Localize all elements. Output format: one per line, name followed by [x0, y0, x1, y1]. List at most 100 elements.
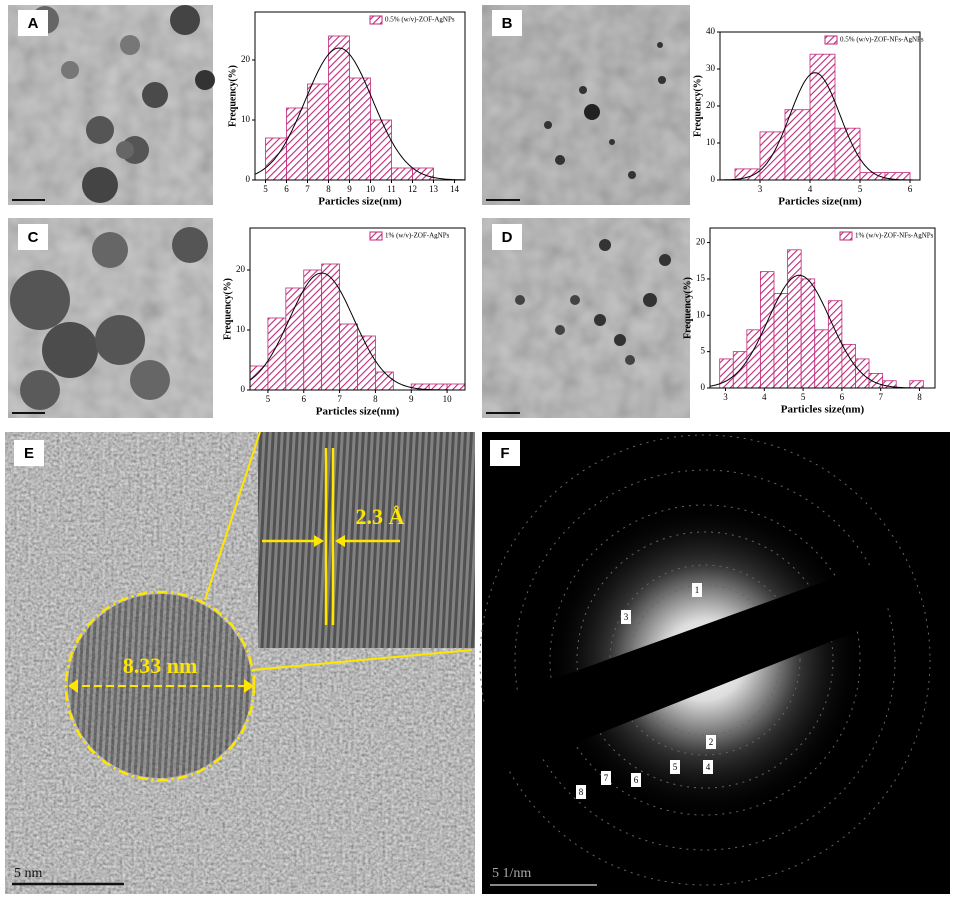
- bar: [809, 53, 836, 181]
- ring-box: [631, 773, 641, 787]
- bar: [719, 358, 734, 389]
- fit-curve: [720, 72, 920, 181]
- x-tick-label: 6: [302, 394, 307, 404]
- bar: [349, 77, 371, 181]
- bar: [787, 249, 802, 389]
- x-tick-label: 7: [878, 392, 883, 402]
- bar: [375, 371, 394, 391]
- panel-label: C: [28, 229, 39, 246]
- ring-label: 7: [604, 773, 609, 783]
- x-tick-label: 4: [762, 392, 767, 402]
- tem-image-a: [8, 5, 215, 205]
- fit-curve: [709, 274, 935, 389]
- panel-label: D: [502, 229, 513, 246]
- x-tick-label: 8: [917, 392, 922, 402]
- bar: [428, 383, 448, 391]
- label-box: [18, 10, 48, 36]
- x-axis-label: Particles size(nm): [781, 404, 865, 416]
- scale-label: 5 1/nm: [492, 866, 531, 881]
- bar: [339, 323, 358, 391]
- bar: [760, 271, 775, 389]
- ring-box: [692, 583, 702, 597]
- hrtem-image: [5, 431, 475, 894]
- legend-label: 0.5% (w/v)-ZOF-AgNPs: [385, 16, 455, 24]
- ring-box: [601, 771, 611, 785]
- ring-box: [621, 610, 631, 624]
- y-tick-label: 30: [706, 63, 716, 73]
- x-tick-label: 7: [337, 394, 342, 404]
- bar: [328, 35, 350, 181]
- y-tick-label: 0: [701, 382, 706, 392]
- bar: [321, 263, 340, 391]
- plot-frame: [254, 11, 466, 181]
- x-tick-label: 10: [443, 394, 453, 404]
- y-tick-label: 10: [706, 137, 716, 147]
- bar: [841, 343, 856, 389]
- y-tick-label: 0: [711, 174, 716, 184]
- x-tick-label: 5: [801, 392, 806, 402]
- x-tick-label: 5: [263, 184, 268, 194]
- legend-label: 1% (w/v)-ZOF-AgNPs: [385, 232, 450, 240]
- label-box: [14, 440, 44, 466]
- ring-label: 4: [706, 762, 711, 772]
- x-tick-label: 12: [408, 184, 417, 194]
- y-tick-label: 0: [246, 174, 251, 184]
- x-tick-label: 6: [284, 184, 289, 194]
- ring-label: 6: [634, 775, 639, 785]
- tem-image-d: [482, 218, 690, 418]
- x-tick-label: 3: [758, 184, 763, 194]
- bar: [834, 127, 861, 181]
- y-tick-label: 10: [696, 309, 706, 319]
- panel-label: A: [28, 15, 39, 32]
- y-tick-label: 15: [696, 273, 706, 283]
- x-tick-label: 3: [723, 392, 728, 402]
- bar: [827, 300, 843, 389]
- x-tick-label: 5: [858, 184, 863, 194]
- ring-box: [706, 735, 716, 749]
- y-tick-label: 10: [241, 114, 251, 124]
- x-tick-label: 4: [808, 184, 813, 194]
- fit-curve: [254, 47, 465, 181]
- y-tick-label: 5: [701, 346, 706, 356]
- ring-label: 2: [709, 737, 714, 747]
- legend-swatch: [369, 231, 383, 241]
- ring-box: [670, 760, 680, 774]
- x-tick-label: 5: [266, 394, 271, 404]
- x-tick-label: 13: [429, 184, 439, 194]
- scale-label: 5 nm: [14, 866, 43, 881]
- x-tick-label: 9: [409, 394, 414, 404]
- bar: [746, 329, 761, 389]
- ring-label: 3: [624, 612, 629, 622]
- spacing-label: 2.3 Å: [356, 504, 405, 529]
- x-tick-label: 10: [366, 184, 376, 194]
- bar: [370, 119, 392, 181]
- label-box: [492, 224, 522, 250]
- legend-swatch: [369, 15, 383, 25]
- x-tick-label: 8: [326, 184, 331, 194]
- panel-label: E: [24, 445, 34, 462]
- tem-image-c: [8, 218, 213, 418]
- bar: [800, 278, 816, 389]
- x-tick-label: 7: [305, 184, 310, 194]
- panel-label: F: [500, 445, 509, 462]
- y-axis-label: Frequency(%): [692, 75, 703, 137]
- x-axis-label: Particles size(nm): [778, 196, 862, 208]
- bar: [759, 131, 786, 181]
- bar: [303, 269, 323, 391]
- y-tick-label: 20: [236, 264, 246, 274]
- tem-image-b: [482, 5, 690, 205]
- x-tick-label: 14: [450, 184, 460, 194]
- bar: [446, 383, 466, 391]
- plot-frame: [249, 227, 466, 391]
- plot-frame: [709, 227, 936, 389]
- legend-label: 1% (w/v)-ZOF-NFs-AgNPs: [855, 232, 934, 240]
- y-axis-label: Frequency(%): [222, 278, 233, 340]
- y-tick-label: 20: [241, 54, 251, 64]
- y-axis-label: Frequency(%): [682, 277, 693, 339]
- panel-label: B: [502, 15, 513, 32]
- x-tick-label: 6: [840, 392, 845, 402]
- label-box: [18, 224, 48, 250]
- bar: [773, 293, 788, 389]
- bar: [267, 317, 287, 391]
